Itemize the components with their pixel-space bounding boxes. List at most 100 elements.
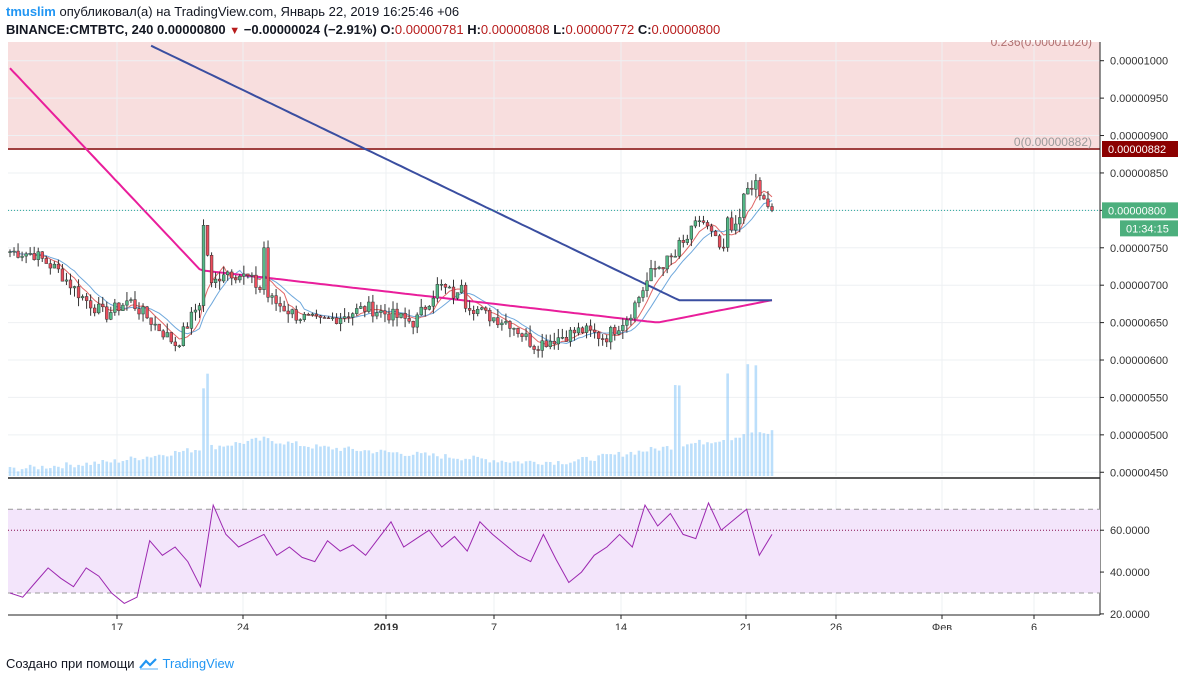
candle-body — [80, 296, 85, 299]
fib-zone — [8, 42, 1100, 150]
volume-bar — [524, 461, 528, 476]
candle-body — [746, 187, 750, 195]
volume-bar — [194, 449, 197, 476]
candle-body — [758, 180, 762, 196]
volume-bar — [8, 466, 12, 476]
volume-bar — [375, 452, 379, 476]
candle-body — [500, 322, 504, 326]
candle-body — [68, 279, 73, 289]
time-tick-label: 26 — [830, 622, 842, 630]
price-chart[interactable]: 0(0.00000882) 0.236(0.00001020) 0.00001000… — [0, 40, 1188, 630]
candle-body — [64, 279, 69, 282]
candle-body — [427, 305, 431, 310]
candle-body — [113, 302, 117, 313]
volume-bar — [423, 452, 427, 476]
candle-body — [197, 305, 202, 311]
volume-bar — [706, 442, 709, 476]
volume-bar — [520, 463, 524, 476]
volume-bar — [266, 438, 270, 476]
candle-body — [149, 317, 153, 325]
candle-body — [262, 247, 266, 290]
candle-body — [165, 332, 169, 338]
candle-body — [556, 337, 560, 345]
volume-bar — [448, 457, 451, 476]
volume-bar — [516, 461, 520, 476]
price-tick-label: 0.00000900 — [1110, 131, 1168, 143]
ema-fast-line — [9, 190, 773, 347]
candle-body — [72, 286, 77, 289]
candle-body — [379, 310, 383, 313]
candle-body — [762, 195, 766, 200]
candle-body — [548, 340, 552, 347]
candle-body — [742, 193, 746, 218]
volume-bar — [24, 468, 28, 476]
volume-bar — [109, 462, 113, 476]
volume-bar — [359, 451, 363, 476]
candle-body — [407, 318, 411, 322]
volume-bar — [105, 461, 109, 476]
current-price-tag-text: 0.00000800 — [1108, 205, 1166, 217]
volume-bar — [178, 452, 181, 476]
candle-body — [359, 306, 363, 309]
candle-body — [40, 251, 44, 259]
volume-bar — [637, 450, 641, 476]
candle-body — [20, 255, 24, 258]
tradingview-logo-icon — [138, 657, 158, 670]
candle-body — [395, 308, 399, 318]
volume-bar — [496, 462, 500, 476]
volume-bar — [657, 450, 661, 476]
candle-body — [242, 273, 246, 277]
volume-bar — [246, 440, 250, 476]
candle-body — [661, 267, 665, 270]
volume-bar — [605, 454, 608, 476]
volume-bar — [258, 440, 262, 476]
candle-body — [621, 325, 625, 331]
candle-body — [318, 315, 323, 318]
price-tick-label: 0.00000650 — [1110, 318, 1168, 330]
volume-bar — [464, 458, 467, 476]
candle-body — [193, 309, 198, 313]
price-tick-label: 0.00000550 — [1110, 392, 1168, 404]
volume-bar — [89, 464, 92, 476]
candle-body — [649, 268, 653, 282]
volume-bar — [133, 457, 137, 476]
candle-body — [726, 217, 730, 248]
brand-link[interactable]: TradingView — [162, 656, 235, 671]
volume-bar — [282, 444, 286, 476]
volume-bar — [710, 443, 713, 476]
candle-body — [88, 300, 93, 309]
close-value: 0.00000800 — [651, 22, 721, 37]
volume-bar — [694, 442, 697, 476]
candle-body — [750, 187, 754, 190]
candle-body — [701, 220, 706, 223]
time-tick-label: 6 — [1031, 622, 1037, 630]
volume-bar — [633, 454, 637, 476]
volume-bar — [371, 453, 375, 476]
author-link[interactable]: tmuslim — [6, 4, 56, 19]
volume-bar — [262, 436, 266, 476]
candle-body — [669, 255, 673, 258]
volume-bar — [97, 463, 100, 476]
volume-bar — [577, 459, 580, 476]
candle-body — [205, 225, 210, 256]
high-value: 0.00000808 — [480, 22, 550, 37]
volume-bar — [746, 364, 750, 476]
candle-body — [60, 268, 65, 282]
created-with-text: Создано при помощи — [6, 656, 135, 671]
volume-bar — [137, 460, 141, 476]
candle-body — [157, 323, 161, 332]
candle-body — [512, 327, 516, 330]
close-label: C: — [637, 22, 652, 37]
volume-bar — [536, 464, 540, 476]
volume-bar — [49, 468, 52, 476]
candle-body — [689, 225, 694, 240]
high-label: H: — [467, 22, 481, 37]
volume-bar — [411, 454, 415, 476]
candle-body — [524, 333, 528, 337]
volume-bar — [403, 455, 407, 476]
candle-body — [738, 217, 742, 225]
volume-bar — [226, 445, 230, 476]
candle-body — [431, 297, 435, 307]
candle-body — [411, 320, 415, 328]
time-tick-label: 2019 — [374, 622, 398, 630]
